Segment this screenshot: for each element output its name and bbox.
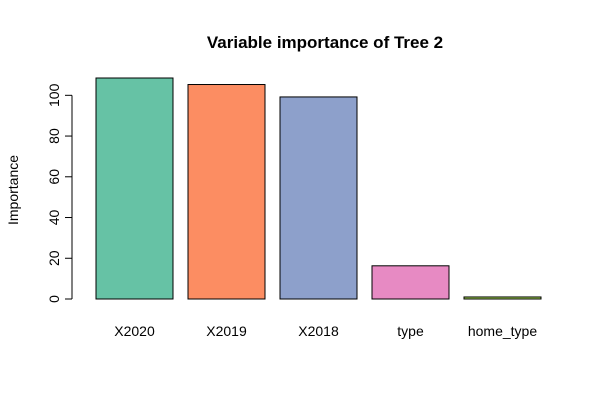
y-tick-label: 0	[46, 295, 62, 303]
x-tick-label: X2018	[298, 323, 339, 339]
chart-title: Variable importance of Tree 2	[207, 33, 443, 52]
x-tick-label: home_type	[468, 323, 537, 339]
bars	[95, 77, 542, 300]
y-tick-label: 60	[46, 169, 62, 185]
y-tick-label: 80	[46, 128, 62, 144]
y-tick-label: 20	[46, 250, 62, 266]
bar-x2020	[95, 77, 174, 300]
bar-x2018	[279, 96, 358, 300]
category-labels: X2020 X2019 X2018 type home_type	[114, 323, 537, 339]
x-tick-label: X2020	[114, 323, 155, 339]
y-axis-label: Importance	[5, 155, 21, 225]
bar-type	[371, 265, 450, 300]
x-tick-label: X2019	[206, 323, 247, 339]
y-tick-label: 40	[46, 210, 62, 226]
y-axis: 0 20 40 60 80 100	[46, 83, 73, 303]
y-tick-label: 100	[46, 83, 62, 107]
x-tick-label: type	[397, 323, 424, 339]
bar-x2019	[187, 84, 266, 300]
bar-home-type	[463, 296, 542, 300]
